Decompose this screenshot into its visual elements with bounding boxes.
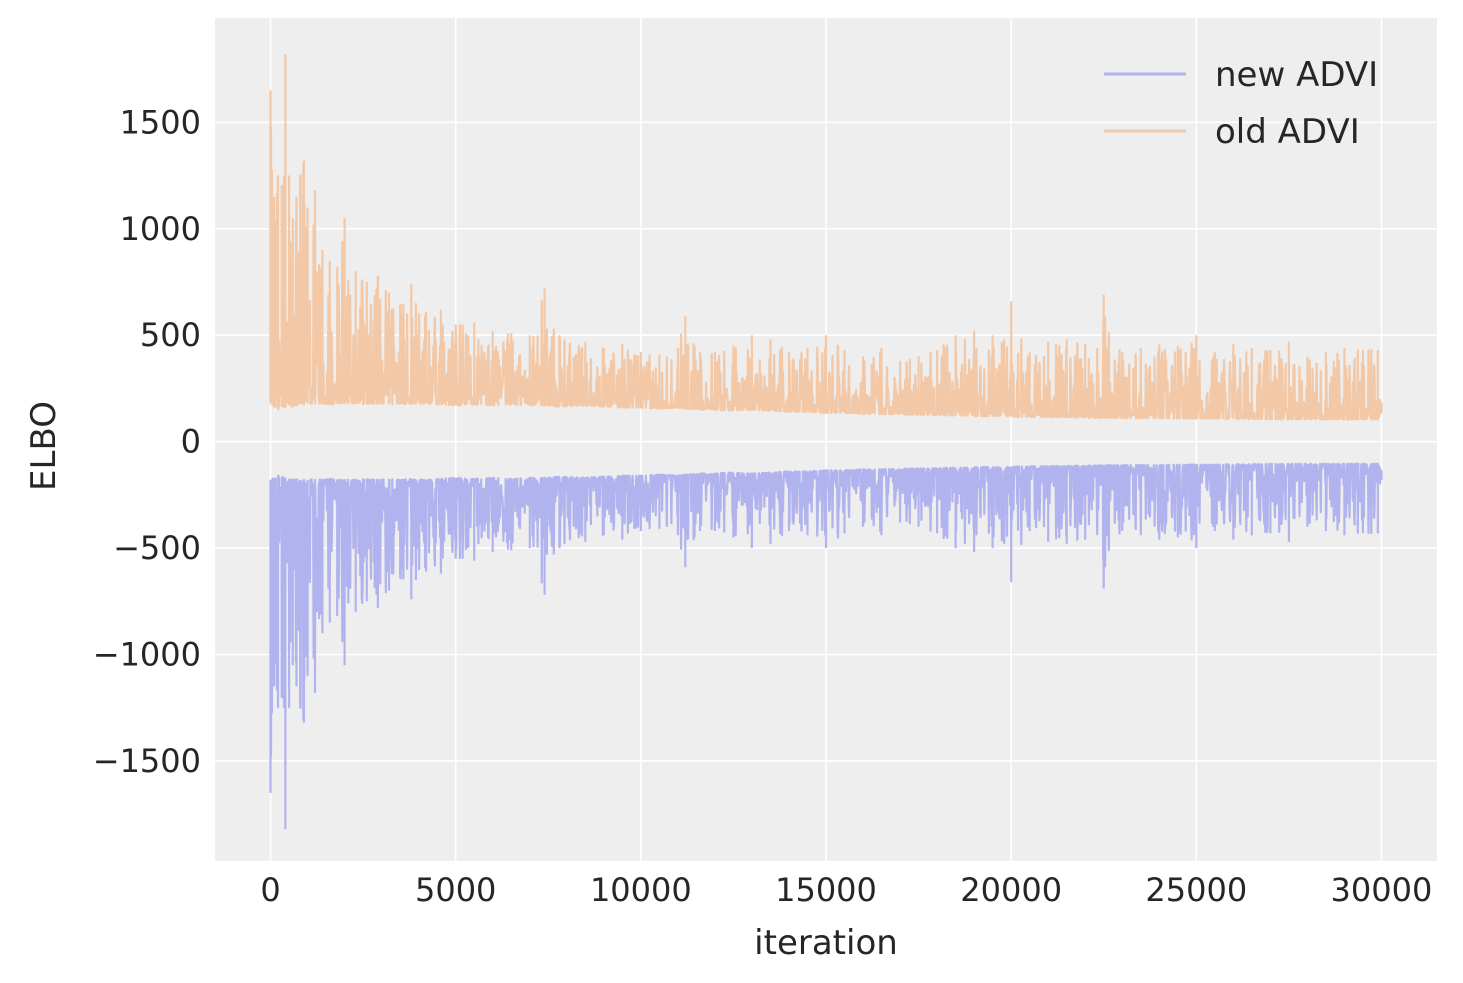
y-tick-label: 500 (140, 316, 201, 354)
x-tick-label: 15000 (775, 871, 877, 909)
x-tick-label: 10000 (590, 871, 692, 909)
x-tick-label: 20000 (960, 871, 1062, 909)
series-line-new-advi (269, 462, 1383, 830)
legend-label: new ADVI (1215, 55, 1378, 95)
x-axis-label: iteration (754, 923, 898, 963)
x-tick-label: 0 (260, 871, 280, 909)
y-tick-label: 1500 (120, 103, 201, 141)
y-tick-label: 1000 (120, 210, 201, 248)
y-tick-label: −1000 (93, 636, 201, 674)
legend-label: old ADVI (1215, 112, 1360, 152)
series-layer (269, 54, 1383, 830)
grid (215, 18, 1437, 861)
y-tick-label: −500 (113, 529, 201, 567)
legend: new ADVI old ADVI (1104, 55, 1378, 152)
x-tick-label: 25000 (1145, 871, 1247, 909)
x-axis-ticks: 0 5000 10000 15000 20000 25000 30000 (260, 871, 1432, 909)
y-tick-label: −1500 (93, 742, 201, 780)
y-axis-ticks: −1500 −1000 −500 0 500 1000 1500 (93, 103, 201, 780)
series-line-old-advi (269, 54, 1383, 421)
x-tick-label: 5000 (415, 871, 496, 909)
x-tick-label: 30000 (1331, 871, 1433, 909)
y-tick-label: 0 (181, 423, 201, 461)
y-axis-label: ELBO (24, 401, 64, 491)
